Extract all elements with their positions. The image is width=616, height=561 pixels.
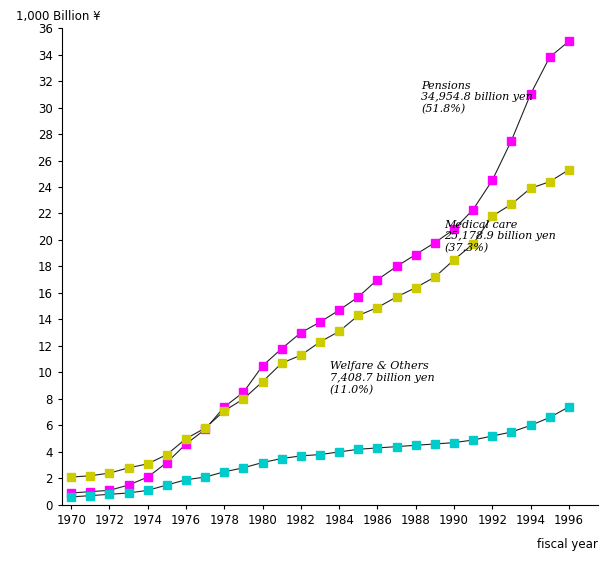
- Text: Pensions
34,954.8 billion yen
(51.8%): Pensions 34,954.8 billion yen (51.8%): [421, 81, 533, 114]
- Text: 1,000 Billion ¥: 1,000 Billion ¥: [16, 10, 100, 24]
- Text: Welfare & Others
7,408.7 billion yen
(11.0%): Welfare & Others 7,408.7 billion yen (11…: [330, 361, 434, 395]
- Text: fiscal year: fiscal year: [537, 539, 598, 551]
- Text: Medical care
25,178.9 billion yen
(37.3%): Medical care 25,178.9 billion yen (37.3%…: [444, 220, 556, 253]
